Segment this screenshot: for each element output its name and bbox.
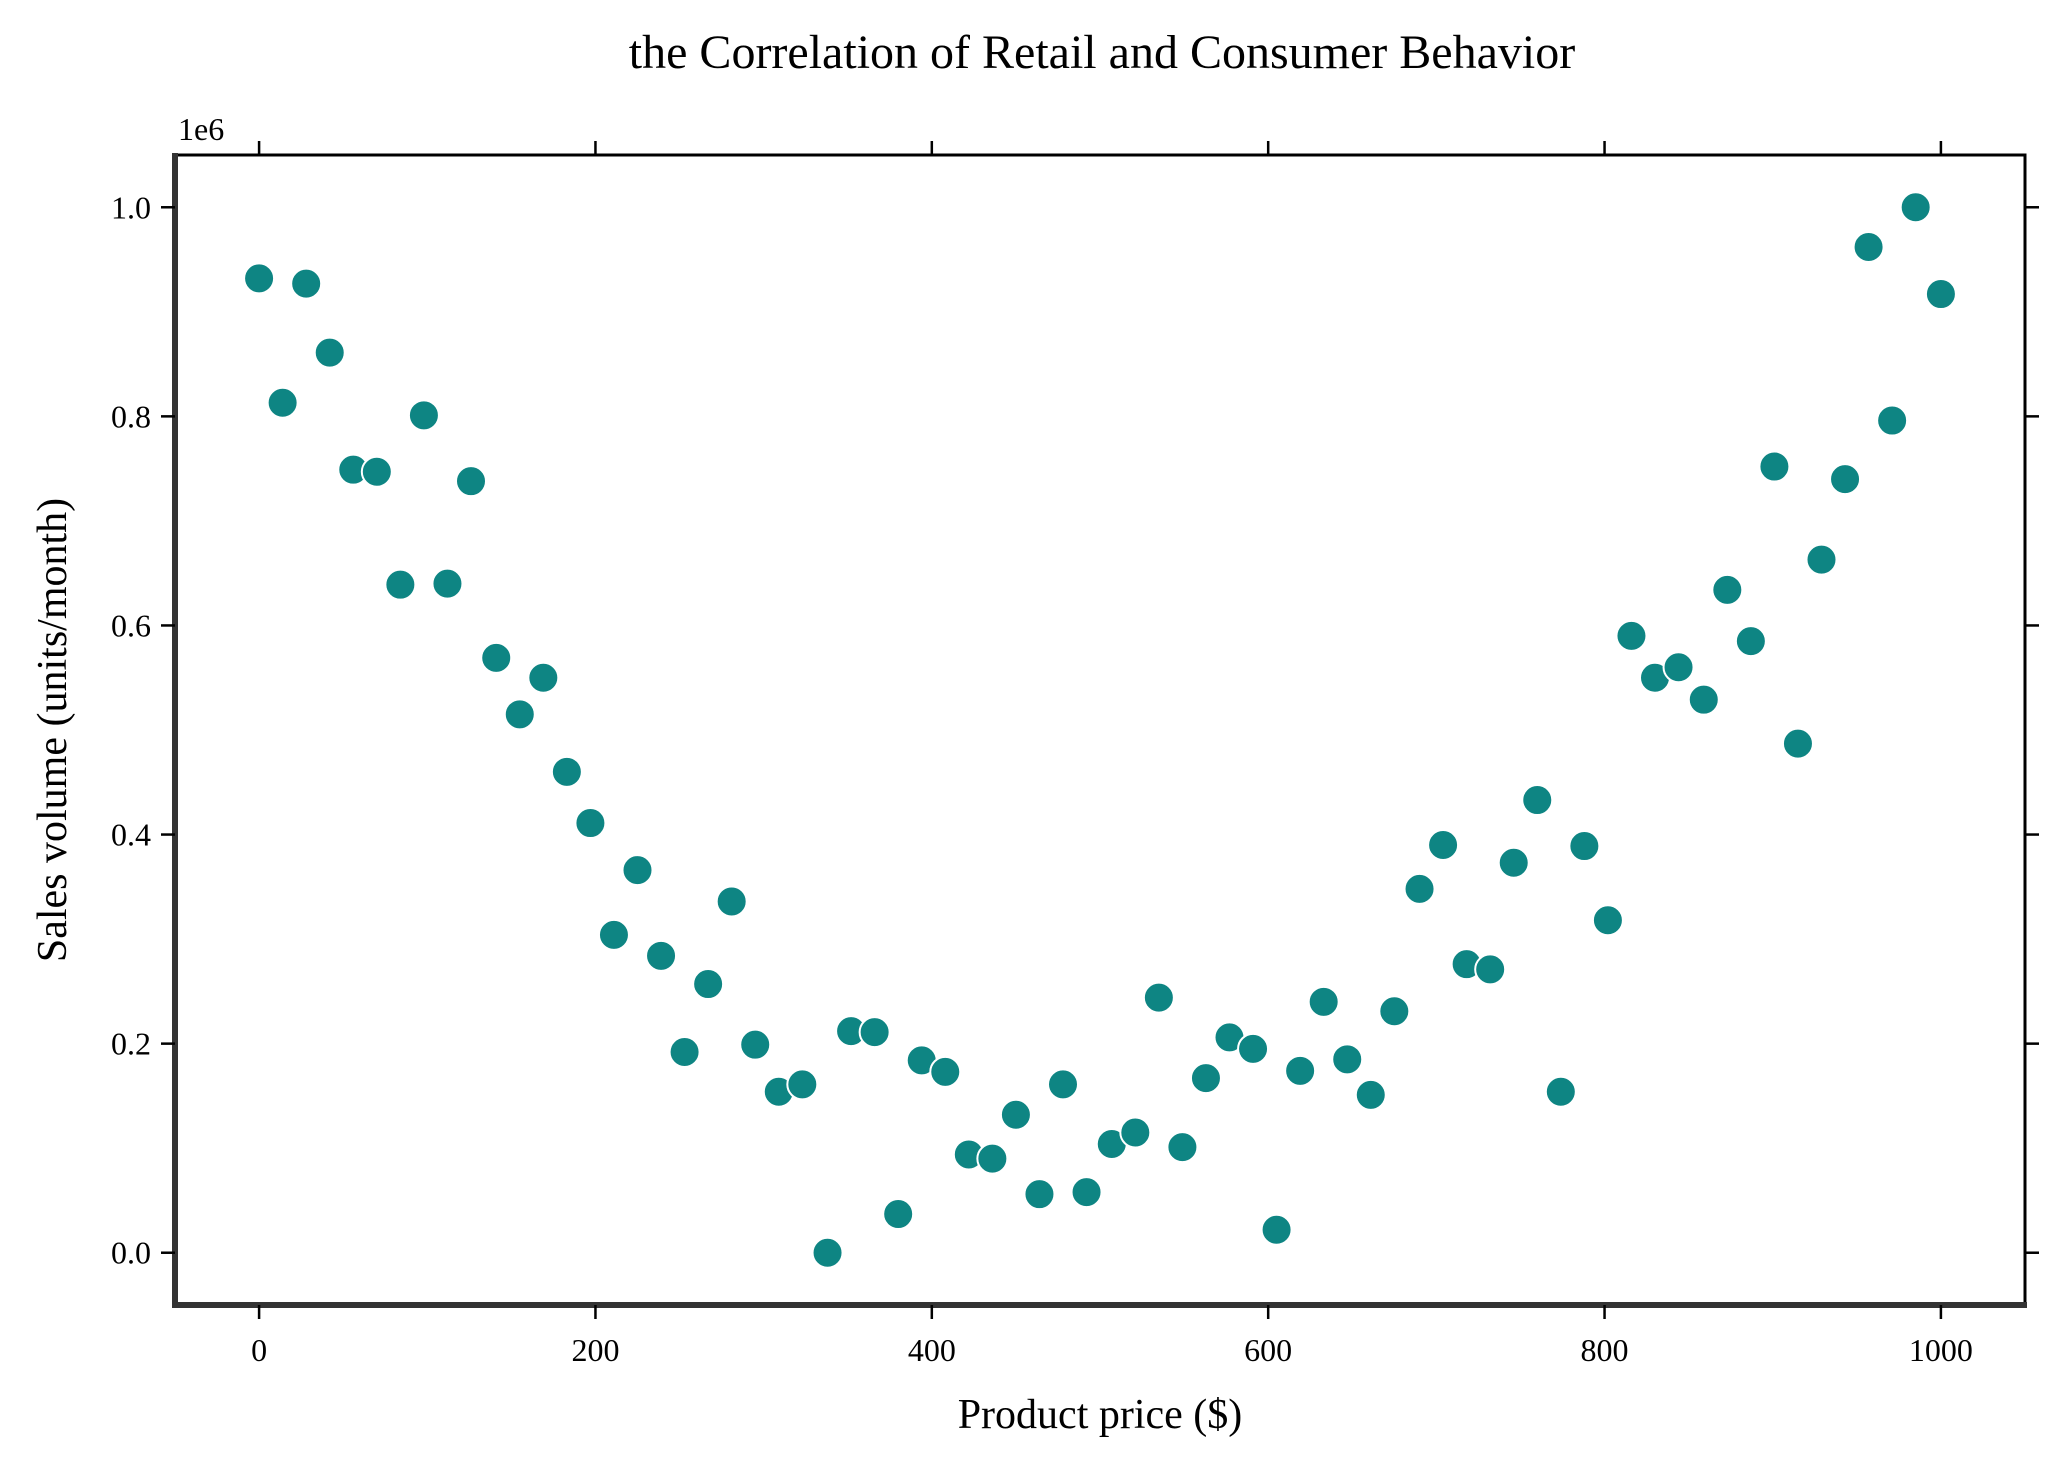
data-point: [313, 336, 346, 369]
data-point: [1711, 573, 1744, 606]
data-point: [1805, 543, 1838, 576]
data-point: [786, 1068, 819, 1101]
data-point: [811, 1236, 844, 1269]
data-point: [1734, 625, 1767, 658]
data-point: [1166, 1131, 1199, 1164]
data-point: [1070, 1176, 1103, 1209]
data-point: [243, 262, 276, 295]
data-point: [266, 386, 299, 419]
y-axis-ticks: 0.0 0.2 0.4 0.6 0.8 1.0: [111, 189, 2039, 1271]
data-point: [1924, 278, 1957, 311]
data-point: [1544, 1075, 1577, 1108]
data-point: [1758, 450, 1791, 483]
data-point: [550, 755, 583, 788]
y-tick-label: 0.6: [111, 607, 151, 643]
y-tick-label: 0.2: [111, 1026, 151, 1062]
data-point: [1899, 191, 1932, 224]
data-point: [1474, 953, 1507, 986]
x-tick-label: 200: [571, 1332, 619, 1368]
data-point: [1119, 1116, 1152, 1149]
data-point: [1497, 846, 1530, 879]
x-tick-label: 800: [1581, 1332, 1629, 1368]
data-point: [1378, 995, 1411, 1028]
data-point: [503, 698, 536, 731]
data-point: [1023, 1178, 1056, 1211]
y-tick-label: 0.8: [111, 398, 151, 434]
data-point: [360, 455, 393, 488]
data-point: [384, 568, 417, 601]
data-point: [597, 918, 630, 951]
data-point: [574, 807, 607, 840]
data-point: [858, 1016, 891, 1049]
y-tick-label: 0.4: [111, 817, 151, 853]
y-axis-title: Sales volume (units/month): [30, 498, 76, 962]
data-points: [243, 191, 1957, 1269]
data-point: [1876, 404, 1909, 437]
data-point: [692, 968, 725, 1001]
data-point: [1687, 683, 1720, 716]
data-point: [480, 641, 513, 674]
data-point: [715, 885, 748, 918]
data-point: [1142, 981, 1175, 1014]
data-point: [621, 854, 654, 887]
data-point: [1781, 727, 1814, 760]
data-point: [739, 1028, 772, 1061]
data-point: [1852, 231, 1885, 263]
data-point: [645, 939, 678, 972]
data-point: [1662, 651, 1695, 684]
data-point: [1284, 1054, 1317, 1087]
chart-title: the Correlation of Retail and Consumer B…: [629, 26, 1575, 79]
data-point: [668, 1036, 701, 1068]
x-tick-label: 600: [1244, 1332, 1292, 1368]
data-point: [1189, 1062, 1222, 1095]
data-point: [1403, 872, 1436, 905]
data-point: [1307, 985, 1340, 1018]
data-point: [1331, 1043, 1364, 1076]
data-point: [1568, 830, 1601, 863]
data-point: [1427, 829, 1460, 861]
data-point: [1047, 1068, 1079, 1101]
data-point: [882, 1198, 915, 1231]
x-tick-label: 0: [251, 1332, 267, 1368]
data-point: [407, 399, 440, 432]
data-point: [1260, 1213, 1293, 1246]
y-offset-label: 1e6: [178, 111, 224, 147]
data-point: [1615, 619, 1648, 652]
data-point: [999, 1098, 1032, 1131]
data-point: [1237, 1032, 1270, 1065]
y-tick-label: 0.0: [111, 1235, 151, 1271]
data-point: [455, 465, 487, 498]
data-point: [431, 567, 464, 600]
data-point: [929, 1055, 962, 1088]
x-tick-label: 1000: [1909, 1332, 1973, 1368]
data-point: [1354, 1078, 1387, 1111]
plot-area: 0 200 400 600 800 1000 0.0 0.2 0.4 0.6 0.8 1.0: [111, 141, 2039, 1368]
y-tick-label: 1.0: [111, 189, 151, 225]
data-point: [1591, 904, 1624, 937]
data-point: [1521, 784, 1554, 817]
x-tick-label: 400: [908, 1332, 956, 1368]
data-point: [527, 661, 560, 694]
data-point: [290, 267, 323, 300]
x-axis-ticks: 0 200 400 600 800 1000: [251, 141, 1973, 1368]
x-axis-title: Product price ($): [958, 1392, 1243, 1438]
data-point: [1829, 463, 1862, 496]
data-point: [976, 1142, 1009, 1175]
